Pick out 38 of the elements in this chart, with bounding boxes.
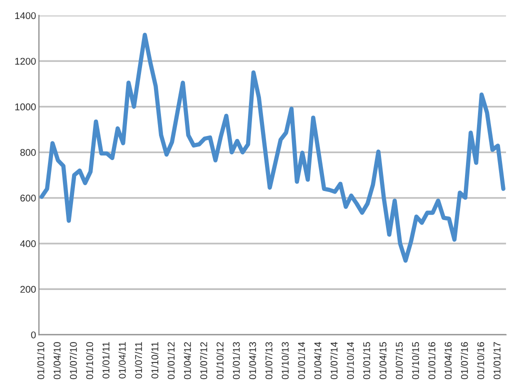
x-tick-label: 01/04/11 (118, 342, 126, 378)
x-tick-label: 01/07/16 (460, 342, 468, 380)
y-tick-label: 800 (20, 149, 36, 156)
x-tick-label: 01/07/13 (265, 342, 272, 380)
x-tick-label: 01/04/14 (314, 342, 322, 380)
x-tick-label: 01/10/16 (477, 342, 484, 380)
x-tick-label: 01/10/15 (412, 342, 420, 380)
x-tick-label: 01/01/10 (37, 342, 44, 380)
x-tick-label: 01/04/13 (248, 342, 256, 380)
x-tick-label: 01/01/12 (167, 342, 175, 380)
line-series (40, 32, 506, 263)
x-tick-label: 01/01/14 (298, 342, 305, 380)
x-tick-label: 01/01/13 (232, 342, 240, 380)
y-tick-label: 200 (20, 286, 36, 293)
x-tick-label: 01/07/14 (330, 342, 338, 380)
x-tick-label: 01/07/15 (396, 342, 403, 380)
y-tick-label: 0 (31, 331, 36, 338)
x-tick-label: 01/07/12 (200, 342, 208, 380)
x-tick-label: 01/01/16 (428, 342, 436, 380)
y-tick-label: 600 (20, 194, 36, 202)
x-tick-label: 01/04/16 (444, 342, 452, 380)
y-tick-label: 1200 (15, 58, 36, 65)
x-tick-label: 01/10/12 (216, 342, 224, 380)
x-tick-label: 01/04/15 (379, 342, 386, 380)
x-tick-label: 01/10/14 (346, 342, 354, 380)
x-tick-label: 01/10/11 (151, 342, 158, 378)
y-tick-label: 1000 (15, 103, 36, 110)
y-tick-label: 1400 (15, 12, 36, 20)
x-tick-label: 01/10/10 (86, 342, 94, 380)
y-tick-label: 400 (20, 240, 36, 248)
x-tick-label: 01/10/13 (282, 342, 289, 380)
x-tick-label: 01/04/12 (184, 342, 191, 380)
x-tick-label: 01/01/15 (362, 342, 370, 380)
x-tick-label: 01/04/10 (53, 342, 61, 380)
x-tick-label: 01/01/17 (493, 342, 500, 380)
x-tick-label: 01/01/11 (102, 342, 110, 378)
x-tick-label: 01/07/11 (134, 342, 142, 378)
x-tick-label: 01/07/10 (70, 342, 77, 380)
